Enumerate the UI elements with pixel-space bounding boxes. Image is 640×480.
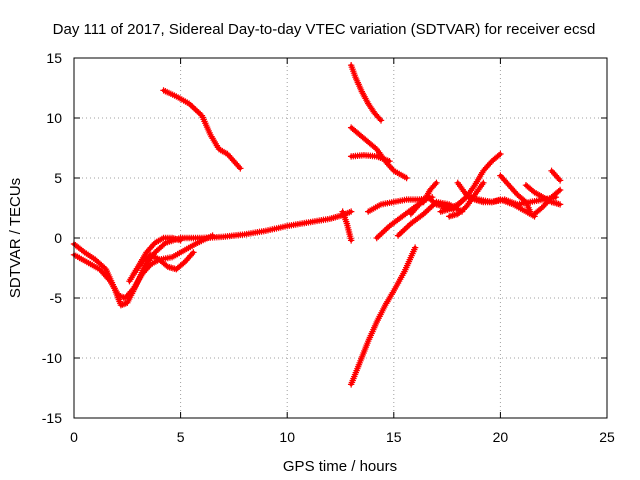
data-point (376, 115, 383, 123)
y-tick-label: -5 (50, 290, 63, 306)
x-tick-label: 25 (599, 429, 615, 445)
series-arc-o (420, 179, 440, 206)
series-arc-j (347, 244, 419, 388)
data-point (538, 204, 545, 212)
data-point (377, 117, 385, 124)
data-point (556, 201, 564, 208)
data-point (180, 260, 187, 267)
series-arc-d (130, 249, 197, 278)
series-arc-b (70, 232, 216, 302)
data-point (101, 264, 108, 272)
data-point (495, 152, 503, 159)
y-tick-label: -15 (42, 410, 62, 426)
data-point (411, 244, 419, 251)
data-point (153, 247, 160, 255)
y-tick-label: 10 (46, 110, 62, 126)
ticks: 0 5 10 15 20 25 -15 -10 -5 0 5 10 15 (42, 50, 615, 445)
series-arc-v (548, 167, 564, 184)
x-tick-label: 20 (493, 429, 509, 445)
data-point (237, 165, 244, 172)
x-tick-label: 0 (70, 429, 78, 445)
y-axis-label: SDTVAR / TECUs (7, 178, 24, 298)
data-point (99, 263, 107, 270)
data-point (386, 158, 393, 165)
data-point (431, 181, 439, 188)
y-tick-label: 5 (54, 170, 62, 186)
data-point (190, 249, 197, 256)
data-point (480, 179, 487, 186)
data-point (157, 243, 165, 251)
data-point (347, 208, 355, 215)
x-axis-label: GPS time / hours (283, 458, 397, 475)
data-point (151, 249, 159, 256)
x-tick-label: 5 (177, 429, 185, 445)
data-point (156, 245, 163, 252)
data-point (159, 242, 166, 249)
series-arc-u (531, 186, 564, 218)
data-point (79, 248, 87, 255)
data-point (209, 232, 216, 239)
x-tick-label: 15 (386, 429, 402, 445)
data-point (556, 186, 564, 194)
series-arc-p (437, 150, 504, 215)
series-arc-i (347, 152, 393, 165)
y-tick-label: 15 (46, 50, 62, 66)
series-arc-f (339, 208, 355, 244)
data-point (160, 240, 168, 248)
data-point (555, 188, 562, 195)
x-tick-label: 10 (279, 429, 295, 445)
data-point (527, 208, 534, 215)
y-tick-label: -10 (42, 350, 62, 366)
y-tick-label: 0 (54, 230, 62, 246)
series-arc-e (160, 87, 244, 172)
data-series (70, 62, 564, 388)
data-point (154, 246, 162, 253)
data-point (556, 177, 564, 184)
data-point (433, 179, 440, 186)
data-point (105, 276, 113, 283)
series-arc-g (347, 62, 385, 124)
series-arc-h (347, 124, 410, 182)
data-point (93, 257, 101, 265)
series-arc-s (497, 172, 534, 215)
series-arc-t (522, 182, 564, 208)
data-point (96, 260, 104, 267)
data-point (92, 256, 99, 263)
data-point (95, 259, 102, 266)
chart-title: Day 111 of 2017, Sidereal Day-to-day VTE… (53, 21, 596, 38)
data-point (403, 174, 410, 182)
data-point (497, 150, 504, 158)
data-point (98, 261, 105, 269)
data-point (177, 237, 184, 244)
data-point (347, 237, 355, 244)
